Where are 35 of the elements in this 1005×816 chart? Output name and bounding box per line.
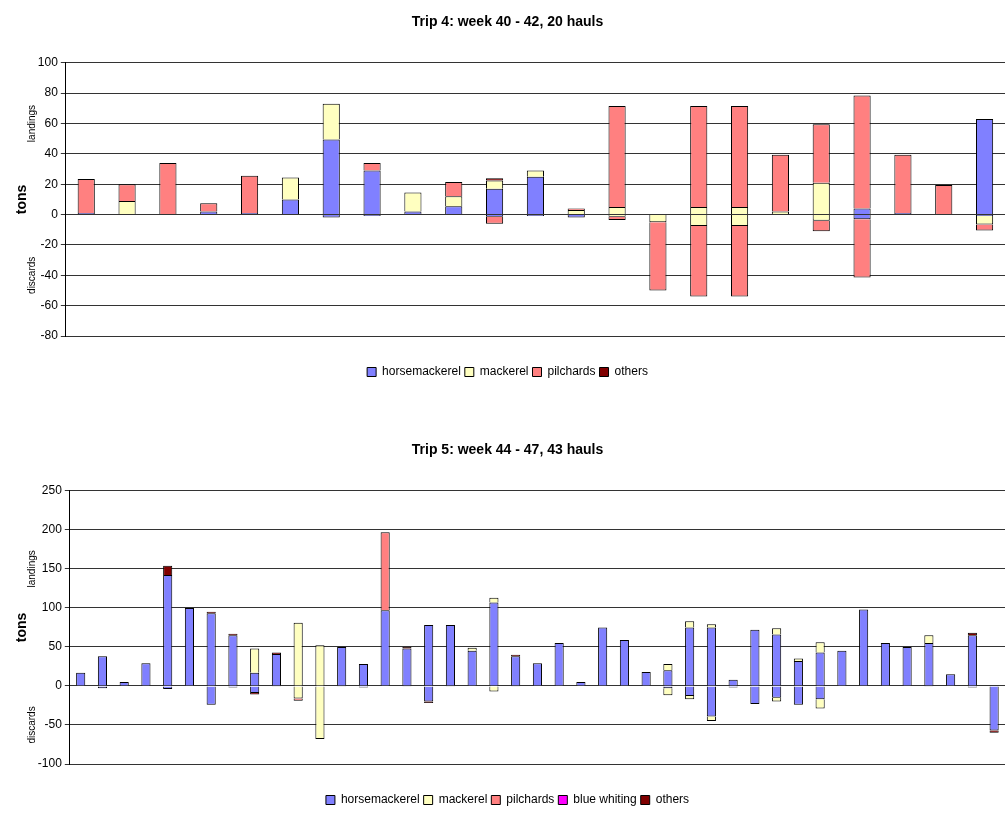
text: landings: [25, 104, 37, 143]
y-tick-label: -80: [40, 328, 59, 343]
y-axis-title: tons: [13, 184, 30, 215]
y-tick-label: -50: [44, 717, 63, 732]
chart-title: Trip 5: week 44 - 47, 43 hauls: [411, 441, 604, 458]
y-tick-label: 20: [44, 176, 59, 191]
y-tick-label: 50: [48, 639, 63, 654]
y-tick-label: 80: [44, 85, 59, 100]
y-tick-label: -40: [40, 267, 59, 282]
legend-label: blue whiting: [573, 792, 637, 807]
y-tick-label: 200: [41, 522, 63, 537]
legend-label: pilchards: [547, 364, 596, 379]
y-tick-label: -60: [40, 297, 59, 312]
y-tick-label: 250: [41, 483, 63, 498]
legend-label: horsemackerel: [340, 792, 420, 807]
y-tick-label: 0: [55, 678, 63, 693]
legend-label: horsemackerel: [382, 364, 461, 379]
text: landings: [25, 550, 37, 588]
y-tick-label: 100: [41, 600, 63, 615]
y-tick-label: 100: [37, 55, 59, 70]
y-tick-label: 60: [44, 115, 59, 130]
y-tick-label: 40: [44, 146, 59, 161]
legend-label: others: [655, 792, 690, 807]
text: discards: [25, 706, 37, 744]
y-axis-title: tons: [13, 612, 30, 643]
y-tick-label: -100: [37, 756, 63, 771]
y-tick-label: -20: [40, 237, 59, 252]
legend-label: pilchards: [506, 792, 555, 807]
y-tick-label: 150: [41, 561, 63, 576]
legend-label: mackerel: [438, 792, 488, 807]
legend-label: others: [614, 364, 648, 379]
y-tick-label: 0: [51, 206, 59, 221]
legend-label: mackerel: [479, 364, 529, 379]
text: discards: [25, 256, 37, 294]
chart-title: Trip 4: week 40 - 42, 20 hauls: [411, 13, 604, 30]
